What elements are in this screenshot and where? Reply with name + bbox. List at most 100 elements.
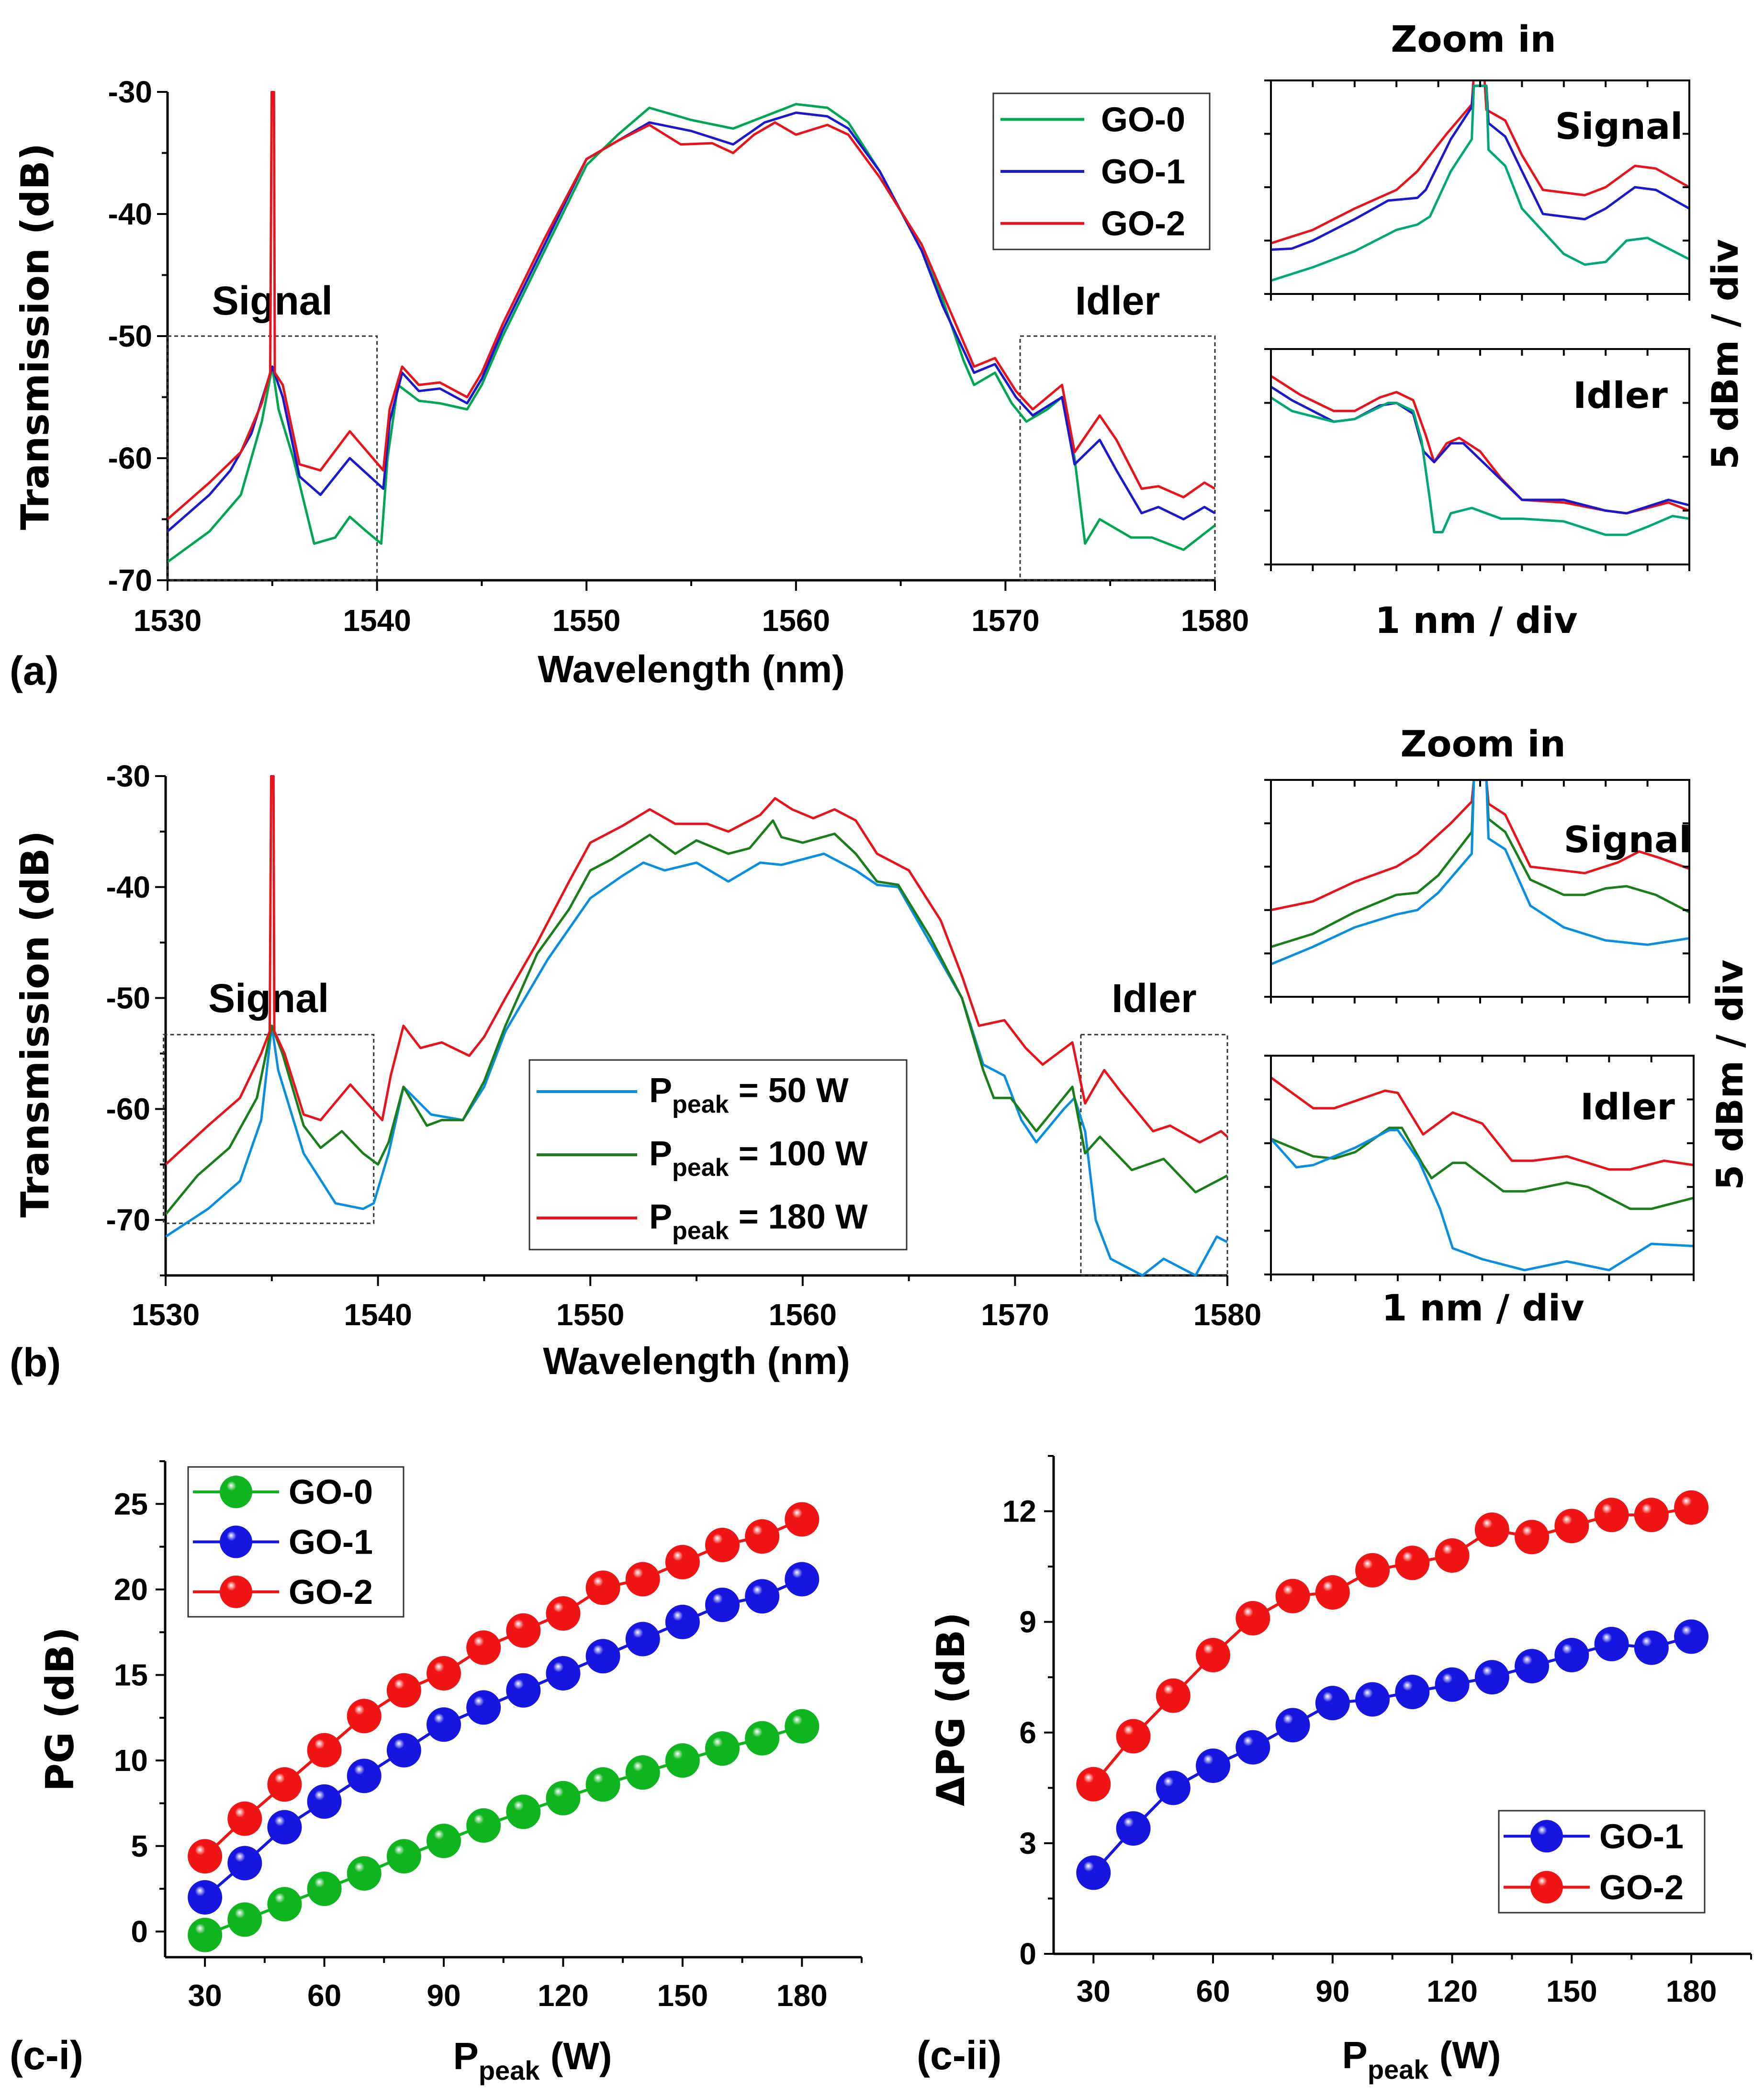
x-tick-label: 30: [188, 1978, 222, 2013]
x-tick-label: 1540: [344, 1297, 412, 1332]
x-label-main: P: [453, 2035, 478, 2077]
data-point: [665, 1604, 700, 1639]
data-point: [1355, 1682, 1390, 1717]
series-line: [1271, 779, 1689, 966]
legend-marker: [220, 1476, 252, 1509]
x-axis-label: Ppeak (W): [453, 2035, 612, 2086]
data-point: [785, 1709, 820, 1744]
legend-label-main: P: [649, 1135, 672, 1173]
y-tick-label: 5: [131, 1829, 148, 1863]
x-tick-label: 1580: [1193, 1297, 1261, 1332]
data-point: [347, 1759, 382, 1793]
data-point: [386, 1673, 421, 1708]
data-point: [1674, 1490, 1709, 1525]
data-point: [1515, 1649, 1550, 1684]
data-point: [227, 1846, 262, 1881]
x-axis-label: Wavelength (nm): [538, 648, 844, 690]
legend-label-rest: = 50 W: [729, 1071, 849, 1110]
x-tick-label: 1540: [343, 603, 411, 638]
data-point: [386, 1839, 421, 1874]
x-tick-label: 90: [1315, 1974, 1349, 2008]
series-line: [1271, 84, 1689, 282]
data-point: [1395, 1545, 1430, 1580]
data-point: [466, 1808, 501, 1843]
legend: GO-0 GO-1 GO-2: [992, 92, 1211, 250]
x-tick-label: 1580: [1181, 603, 1249, 638]
y-tick-label: -70: [108, 563, 153, 598]
region-label: Idler: [1075, 278, 1160, 323]
series-line: [1092, 1506, 1692, 1785]
series-line: [166, 819, 1227, 1216]
data-point: [1196, 1748, 1231, 1783]
data-point: [625, 1562, 660, 1597]
data-point: [227, 1801, 262, 1836]
x-tick-label: 60: [1196, 1974, 1230, 2008]
series-line: [204, 1725, 803, 1937]
panel-label-b: (b): [10, 1340, 61, 1385]
data-point: [785, 1562, 820, 1597]
legend-label: GO-0: [289, 1473, 373, 1511]
zoom-inset-idler: Idler: [1264, 348, 1690, 571]
legend-label: GO-2: [1599, 1869, 1684, 1907]
data-point: [466, 1630, 501, 1665]
x-label-rest: (W): [539, 2035, 612, 2077]
series-line: [166, 852, 1227, 1276]
series-line: [1271, 1127, 1694, 1210]
panel-label-a: (a): [10, 648, 59, 693]
inset-title: Idler: [1573, 374, 1668, 417]
data-point: [1156, 1770, 1191, 1805]
x-axis-label: Ppeak (W): [1342, 2034, 1501, 2085]
x-label-subscript: peak: [479, 2055, 540, 2086]
data-point: [307, 1872, 342, 1906]
zoom-y-unit-a: 5 dBm / div: [1704, 239, 1746, 470]
y-tick-label: 3: [1019, 1826, 1036, 1860]
y-tick-label: -40: [106, 870, 151, 904]
data-point: [1275, 1708, 1310, 1743]
data-point: [705, 1588, 740, 1623]
y-tick-label: 10: [114, 1743, 148, 1778]
legend-label-rest: = 100 W: [729, 1135, 868, 1173]
zoom-inset-idler: Idler: [1264, 1055, 1695, 1281]
y-tick-label: 0: [131, 1914, 148, 1949]
y-tick-label: 0: [1019, 1937, 1036, 1971]
y-tick-label: 6: [1019, 1715, 1036, 1750]
data-point: [386, 1733, 421, 1768]
region-label: Idler: [1112, 976, 1196, 1021]
data-point: [1594, 1498, 1629, 1533]
y-tick-label: -60: [106, 1092, 151, 1126]
legend-label-subscript: peak: [672, 1091, 729, 1118]
x-tick-label: 150: [657, 1978, 708, 2013]
x-tick-label: 1570: [981, 1297, 1049, 1332]
data-point: [1076, 1767, 1111, 1802]
y-tick-label: 15: [114, 1658, 148, 1692]
data-point: [546, 1596, 581, 1631]
data-point: [227, 1902, 262, 1937]
data-point: [585, 1767, 620, 1802]
data-point: [1474, 1660, 1509, 1695]
legend-label-rest: = 180 W: [729, 1198, 868, 1236]
data-point: [546, 1656, 581, 1691]
legend-label-subscript: peak: [672, 1154, 729, 1182]
series-line: [168, 103, 1215, 563]
x-tick-label: 150: [1546, 1974, 1597, 2008]
series-line: [1092, 1635, 1692, 1874]
legend-label: GO-2: [1101, 205, 1185, 243]
legend-label: Ppeak = 50 W: [649, 1071, 849, 1118]
inset-title: Signal: [1555, 105, 1683, 147]
series-line: [168, 111, 1215, 532]
data-point: [188, 1880, 223, 1915]
series-line: [1271, 79, 1689, 245]
data-point: [1236, 1730, 1270, 1765]
x-label-main: P: [1342, 2034, 1367, 2076]
data-point: [1315, 1575, 1350, 1610]
region-label: Signal: [212, 278, 333, 323]
data-point: [427, 1824, 461, 1859]
data-point: [705, 1731, 740, 1766]
zoom-x-unit-a: 1 nm / div: [1375, 599, 1577, 642]
data-point: [1634, 1630, 1669, 1665]
y-tick-label: -30: [106, 759, 151, 793]
panel-label-c-i: (c-i): [10, 2033, 83, 2078]
data-point: [745, 1519, 780, 1554]
y-tick-label: -50: [106, 981, 151, 1015]
